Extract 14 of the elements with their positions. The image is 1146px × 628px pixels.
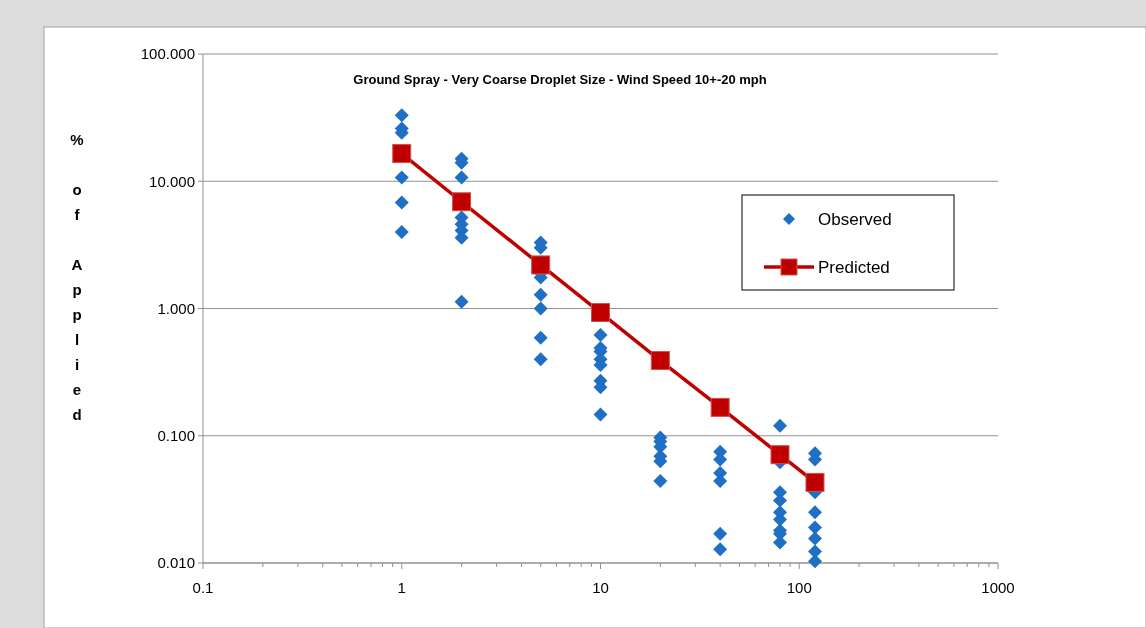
- y-tick-label: 0.010: [157, 554, 195, 572]
- text: Ground Spray - Very Coarse Droplet Size - Wind Speed 10+-20 mph: [353, 72, 767, 87]
- legend-label: Predicted: [818, 257, 890, 277]
- legend-label: Observed: [818, 209, 892, 229]
- x-tick-label: 100: [786, 579, 812, 596]
- y-tick-label: 1.000: [157, 299, 195, 317]
- y-tick-label: 100.000: [140, 45, 195, 63]
- y-tick-label: 0.100: [157, 427, 195, 444]
- y-tick-label: 10.000: [149, 172, 195, 190]
- x-tick-label: 1000: [981, 579, 1015, 596]
- x-tick-label: 0.1: [192, 579, 214, 596]
- x-tick-label: 1: [397, 579, 406, 596]
- text: % of Applied: [70, 131, 84, 423]
- x-tick-label: 10: [592, 579, 609, 596]
